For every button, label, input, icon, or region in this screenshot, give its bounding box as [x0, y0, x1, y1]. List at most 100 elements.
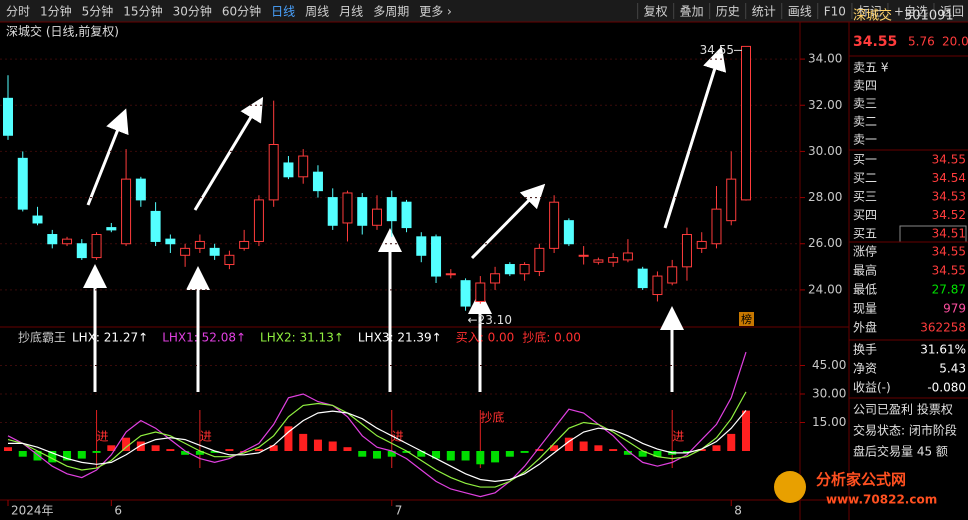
period-tab[interactable]: 60分钟	[222, 4, 261, 19]
indicator-bar	[328, 441, 337, 451]
stat-label: 现量	[853, 302, 877, 316]
indicator-bar	[48, 450, 57, 463]
tool-button[interactable]: 画线	[788, 5, 812, 19]
tool-button[interactable]: 返回	[940, 5, 964, 19]
candle-body	[431, 236, 442, 277]
candle-body	[490, 273, 501, 284]
indicator-bar	[373, 450, 381, 459]
indicator-bar	[343, 447, 352, 451]
indicator-bar	[181, 450, 190, 455]
candle-body	[239, 240, 250, 249]
bid-label: 买一	[853, 153, 877, 167]
stat-value: 362258	[920, 321, 966, 335]
indicator-bar	[564, 437, 573, 451]
y-tick-label: 28.00	[808, 190, 842, 204]
y-tick-label: 15.00	[812, 415, 846, 429]
candle-body	[76, 243, 87, 259]
indicator-bar	[402, 450, 411, 453]
price: 34.55	[853, 34, 897, 50]
tool-button[interactable]: 叠加	[680, 5, 704, 19]
badge: 榜	[741, 312, 752, 326]
candle-body	[711, 208, 722, 245]
signal-label: 抄底	[480, 410, 504, 425]
indicator-bar	[225, 449, 234, 451]
candle-body	[312, 171, 323, 192]
indicator-bar	[358, 450, 367, 457]
indicator-bar	[195, 450, 204, 455]
candle-body	[696, 240, 707, 249]
indicator-bar	[313, 439, 322, 451]
candle-body	[578, 254, 589, 257]
indicator-bar	[417, 450, 426, 457]
candle-body	[637, 268, 648, 289]
indicator-bar	[520, 450, 529, 453]
period-tab[interactable]: 30分钟	[173, 4, 212, 19]
indicator-line	[7, 351, 747, 498]
indicator-bar	[284, 426, 293, 451]
y-tick-label: 30.00	[812, 387, 846, 401]
indicator-bar	[623, 450, 632, 455]
period-tab[interactable]: 更多 ›	[419, 5, 452, 19]
signal-label: 进	[200, 430, 212, 444]
bid-price: 34.54	[932, 171, 966, 185]
candle-body	[32, 215, 43, 224]
period-tab[interactable]: 多周期	[373, 5, 409, 19]
candle-body	[416, 236, 427, 256]
candle-body	[652, 275, 663, 296]
ask-row: 卖五 ¥	[853, 61, 889, 75]
candle-body	[165, 238, 176, 245]
candle-body	[519, 264, 530, 275]
chart-header: 深城交 (日线,前复权)	[6, 24, 119, 39]
y-tick-label: 45.00	[812, 358, 846, 372]
candle-body	[17, 157, 28, 210]
x-tick-label: 7	[395, 504, 403, 518]
tool-button[interactable]: 统计	[752, 5, 776, 19]
candle-body	[445, 273, 456, 276]
period-tab[interactable]: 5分钟	[82, 4, 114, 19]
period-tab[interactable]: 周线	[305, 5, 329, 19]
indicator-bar	[505, 450, 514, 457]
bid-price: 34.51	[932, 227, 966, 241]
indicator-bar	[299, 433, 308, 451]
candle-body	[593, 259, 604, 263]
badge-bg	[739, 312, 754, 326]
indicator-bar	[166, 449, 175, 451]
period-tab[interactable]: 日线	[271, 5, 295, 19]
tool-button[interactable]: F10	[824, 5, 846, 19]
ask-row: 卖一	[853, 133, 877, 147]
stat-label: 换手	[853, 343, 877, 357]
period-tab[interactable]: 15分钟	[123, 4, 162, 19]
candle-body	[342, 192, 353, 224]
min-label: ←23.10	[468, 313, 512, 327]
bid-label: 买二	[853, 171, 877, 185]
candle-body	[475, 282, 486, 302]
indicator-bar	[4, 447, 12, 451]
info-line: 公司已盈利 投票权	[853, 402, 953, 417]
tool-button[interactable]: +自选	[894, 5, 928, 19]
indicator-bar	[461, 450, 470, 461]
tool-button[interactable]: 复权	[644, 5, 668, 19]
candle-body	[121, 178, 132, 245]
legend-entry: 抄底: 0.00	[522, 330, 581, 345]
tool-button[interactable]: 标记	[858, 5, 882, 19]
ask-row: 卖四	[853, 79, 877, 93]
x-tick-label: 2024年	[11, 504, 54, 518]
candle-body	[726, 178, 737, 222]
stat-label: 净资	[853, 362, 877, 376]
x-tick-label: 6	[114, 504, 122, 518]
period-tab[interactable]: 1分钟	[40, 4, 72, 19]
max-label: 34.55	[700, 43, 734, 57]
bid-label: 买四	[853, 208, 877, 222]
legend-entry: LHX: 21.27↑	[72, 331, 148, 345]
indicator-bar	[697, 449, 706, 451]
period-tab[interactable]: 分时	[6, 5, 30, 19]
bid-price: 34.53	[932, 190, 966, 204]
indicator-line	[8, 409, 747, 482]
indicator-bar	[579, 441, 588, 451]
tool-button[interactable]: 历史	[716, 5, 740, 19]
period-tab[interactable]: 月线	[339, 5, 363, 19]
indicator-bar	[432, 450, 441, 459]
y-tick-label: 32.00	[808, 98, 842, 112]
candle-body	[372, 208, 382, 226]
